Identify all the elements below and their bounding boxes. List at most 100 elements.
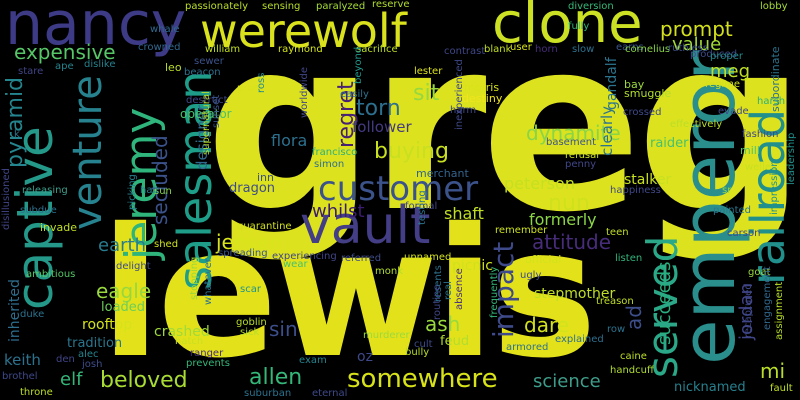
cloud-word: sick [240,327,260,338]
cloud-word: elf [60,369,83,390]
cloud-word: user [510,42,532,53]
cloud-word: diversion [568,1,614,12]
cloud-word: gandalf [604,57,620,110]
cloud-word: handcuff [610,365,654,376]
cloud-word: den [56,354,75,365]
cloud-word: sr [722,185,732,196]
cloud-word: assignment [774,281,785,340]
cloud-word: real [443,281,454,300]
cloud-word: scar [240,284,261,295]
cloud-word: dragon [229,181,276,196]
cloud-word: beloved [100,368,188,393]
cloud-word: happiness [610,185,661,196]
cloud-word: inexperienced [454,59,465,130]
cloud-word: sun [154,186,172,197]
cloud-word: secluded [148,135,172,225]
cloud-word: wear [283,259,308,270]
cloud-word: remember [495,225,548,236]
cloud-word: horn [535,44,558,55]
cloud-word: clone [492,0,643,56]
cloud-word: subdue [20,205,57,216]
cloud-word: vault [300,196,431,256]
cloud-word: oz [357,349,373,365]
cloud-word: easily [340,89,369,100]
cloud-word: suburban [244,388,292,399]
cloud-word: buying [374,139,449,164]
cloud-word: experiencing [272,251,337,262]
cloud-word: ape [55,61,74,72]
cloud-word: picking [127,174,138,210]
cloud-word: fashion [742,129,779,140]
cloud-word: monk [375,266,403,277]
cloud-word: attitude [532,230,612,254]
cloud-word: crashed [154,324,210,340]
cloud-word: somewhere [347,364,498,394]
cloud-word: official [525,253,562,266]
cloud-word: produced [690,49,738,60]
cloud-word: inn [257,171,274,184]
cloud-word: frequently [489,266,500,318]
cloud-word: lewis [100,190,597,397]
cloud-word: fault [770,383,793,394]
cloud-word: peterson [504,174,575,193]
cloud-word: ross [256,72,267,93]
cloud-word: k [14,129,20,140]
cloud-word: dislike [84,59,116,70]
cloud-word: painted [713,205,752,216]
cloud-word: sacrifice [356,44,398,55]
cloud-word: crowned [138,42,181,53]
cloud-word: armored [506,342,549,353]
cloud-word: prom [237,83,264,94]
cloud-word: mi [760,359,786,383]
cloud-word: recaptured [743,283,754,338]
cloud-word: leo [165,61,182,74]
cloud-word: passionately [185,1,249,12]
cloud-word: tradition [67,336,123,351]
cloud-word: welles [745,162,777,173]
cloud-word: follower [352,118,412,136]
cloud-word: succeeds [654,261,675,345]
cloud-word: torn [356,96,401,121]
cloud-word: formal [405,201,438,212]
cloud-word: reserve [372,0,410,10]
cloud-word: raider [650,136,689,151]
cloud-word: allen [249,365,303,390]
cloud-word: lobby [760,1,788,12]
cloud-word: spreading [218,248,268,259]
cloud-word: ruthless [668,43,709,54]
cloud-word: morris [464,81,500,94]
cloud-word: goat [748,267,771,278]
cloud-word: earns [616,42,644,53]
cloud-word: engagement [762,266,773,330]
cloud-word: mill [740,144,760,157]
cloud-word: ugly [520,270,542,281]
cloud-word: value [672,34,722,55]
cloud-word: clearly [598,105,616,156]
cloud-word: whale [150,24,180,35]
cloud-word: treason [596,296,634,307]
cloud-word: jensen [216,230,282,254]
cloud-word: listen [615,253,643,264]
cloud-word: whatever [203,258,214,305]
cloud-word: quarantine [237,221,292,232]
cloud-word: proper [710,51,743,62]
cloud-word: halt [140,185,160,196]
cloud-word: bay [624,78,645,91]
cloud-word: merchant [416,167,469,180]
cloud-word: teen [606,227,629,238]
cloud-word: nun [548,191,590,216]
cloud-word: meg [710,61,751,82]
cloud-word: science [533,371,601,392]
cloud-word: nancy [5,0,187,59]
cloud-word: operator [180,107,232,121]
cloud-word: dynamite [526,121,621,145]
cloud-word: goblin [236,317,267,328]
cloud-word: leadership [786,132,797,185]
cloud-word: harm [450,105,477,116]
cloud-word: throne [20,387,53,398]
cloud-word: lester [414,66,443,77]
cloud-word: pyramid [3,76,28,168]
cloud-word: cult [414,339,433,350]
cloud-word: destruct [186,95,228,106]
